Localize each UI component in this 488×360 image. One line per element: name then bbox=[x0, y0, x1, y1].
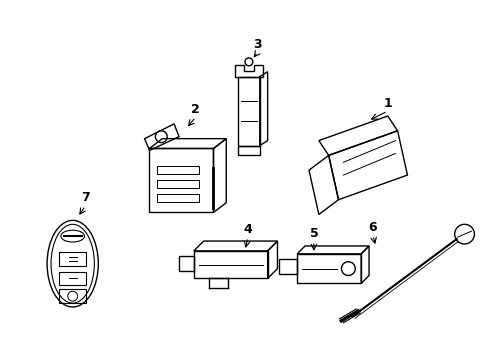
Text: 1: 1 bbox=[383, 97, 391, 110]
Text: 5: 5 bbox=[309, 227, 318, 240]
Text: 3: 3 bbox=[253, 38, 262, 51]
Text: 4: 4 bbox=[243, 223, 252, 236]
Text: 2: 2 bbox=[191, 103, 200, 116]
Text: 6: 6 bbox=[368, 221, 377, 234]
Text: 7: 7 bbox=[81, 191, 90, 204]
